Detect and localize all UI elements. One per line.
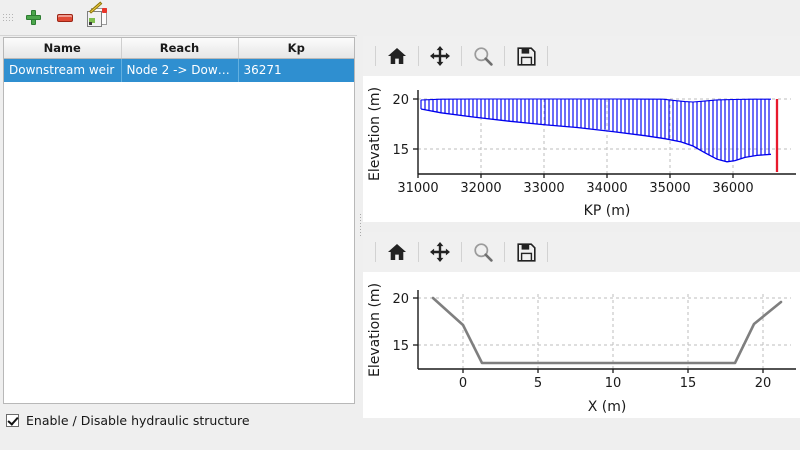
zoom-button[interactable]	[466, 41, 500, 71]
toolbar-separator	[461, 242, 462, 262]
svg-text:15: 15	[392, 339, 409, 354]
floppy-save-icon	[516, 46, 536, 66]
structures-toolbar	[0, 0, 357, 36]
save-button[interactable]	[509, 41, 543, 71]
splitter-grip-icon	[359, 214, 361, 236]
svg-text:34000: 34000	[586, 181, 627, 196]
remove-structure-button[interactable]	[49, 3, 81, 33]
y-tick-labels: 20 15	[392, 292, 409, 354]
home-button[interactable]	[380, 237, 414, 267]
enable-structure-row[interactable]: Enable / Disable hydraulic structure	[6, 410, 346, 430]
edit-structure-button[interactable]	[81, 1, 113, 33]
svg-text:0: 0	[459, 376, 467, 391]
y-axis-label: Elevation (m)	[367, 283, 383, 377]
bank-top-line	[420, 98, 771, 103]
cross-section-bars	[420, 99, 770, 162]
cross-section-profile-line	[431, 296, 783, 365]
home-icon	[388, 244, 406, 260]
cell-kp[interactable]: 36271	[238, 58, 354, 82]
toolbar-separator	[375, 46, 376, 66]
column-header-kp[interactable]: Kp	[238, 38, 354, 59]
column-header-reach[interactable]: Reach	[121, 38, 239, 59]
table-header-row: Name Reach Kp	[4, 38, 354, 59]
x-axis-label: KP (m)	[584, 203, 631, 219]
structures-panel: Name Reach Kp Downstream weir Node 2 -> …	[0, 0, 357, 450]
move-arrows-icon	[430, 242, 450, 262]
pan-button[interactable]	[423, 41, 457, 71]
pan-button[interactable]	[423, 237, 457, 267]
panel-splitter[interactable]	[357, 0, 363, 450]
add-structure-button[interactable]	[17, 3, 49, 33]
magnifier-icon	[474, 47, 493, 66]
structures-list[interactable]: Name Reach Kp Downstream weir Node 2 -> …	[3, 37, 355, 404]
y-tick-labels: 20 15	[392, 93, 409, 158]
structures-table: Name Reach Kp Downstream weir Node 2 -> …	[4, 38, 354, 82]
toolbar-separator	[547, 242, 548, 262]
bed-level-line	[420, 108, 772, 163]
cell-name[interactable]: Downstream weir	[4, 58, 122, 82]
svg-text:15: 15	[392, 143, 409, 158]
home-icon	[388, 48, 406, 64]
toolbar-separator	[547, 46, 548, 66]
cell-reach[interactable]: Node 2 -> Down...	[121, 58, 239, 82]
x-axis-label: X (m)	[588, 399, 627, 415]
toolbar-separator	[461, 46, 462, 66]
cross-section-canvas[interactable]: 20 15 0 5 10 15 20 X (m) Elevation (m)	[363, 272, 800, 418]
toolbar-separator	[504, 46, 505, 66]
svg-text:36000: 36000	[712, 181, 753, 196]
enable-structure-label: Enable / Disable hydraulic structure	[26, 412, 250, 428]
y-axis-label: Elevation (m)	[367, 87, 383, 181]
svg-text:32000: 32000	[460, 181, 501, 196]
edit-note-icon	[87, 1, 107, 28]
plots-panel: 20 15 31000 32000 33000 34000 35000 3600…	[363, 0, 800, 450]
magnifier-icon	[474, 243, 493, 262]
cross-section-figure: 20 15 0 5 10 15 20 X (m) Elevation (m)	[363, 272, 800, 418]
axis-ticks	[413, 98, 734, 178]
axis-ticks	[413, 297, 764, 373]
zoom-button[interactable]	[466, 237, 500, 267]
longitudinal-profile-figure: 20 15 31000 32000 33000 34000 35000 3600…	[363, 76, 800, 222]
svg-text:15: 15	[680, 376, 697, 391]
column-header-name[interactable]: Name	[4, 38, 122, 59]
svg-text:20: 20	[392, 93, 409, 108]
save-button[interactable]	[509, 237, 543, 267]
move-arrows-icon	[430, 46, 450, 66]
cross-section-block: 20 15 0 5 10 15 20 X (m) Elevation (m)	[363, 232, 800, 418]
longitudinal-plot-toolbar	[363, 36, 800, 76]
toolbar-separator	[504, 242, 505, 262]
enable-structure-checkbox[interactable]	[6, 413, 19, 427]
toolbar-separator	[375, 242, 376, 262]
floppy-save-icon	[516, 242, 536, 262]
minus-icon	[57, 13, 73, 22]
svg-text:35000: 35000	[649, 181, 690, 196]
toolbar-separator	[418, 46, 419, 66]
toolbar-grip[interactable]	[3, 7, 13, 29]
grid-lines	[418, 294, 791, 369]
svg-text:10: 10	[605, 376, 622, 391]
x-tick-labels: 0 5 10 15 20	[459, 376, 771, 391]
svg-text:5: 5	[534, 376, 542, 391]
longitudinal-profile-canvas[interactable]: 20 15 31000 32000 33000 34000 35000 3600…	[363, 76, 800, 222]
svg-text:31000: 31000	[397, 181, 438, 196]
axis-spines	[417, 290, 796, 370]
plus-icon	[25, 10, 41, 25]
table-row[interactable]: Downstream weir Node 2 -> Down... 36271	[4, 58, 354, 82]
cross-section-plot-toolbar	[363, 232, 800, 272]
home-button[interactable]	[380, 41, 414, 71]
svg-text:20: 20	[755, 376, 772, 391]
longitudinal-profile-block: 20 15 31000 32000 33000 34000 35000 3600…	[363, 36, 800, 222]
svg-text:33000: 33000	[523, 181, 564, 196]
toolbar-separator	[418, 242, 419, 262]
x-tick-labels: 31000 32000 33000 34000 35000 36000	[397, 181, 753, 196]
svg-text:20: 20	[392, 292, 409, 307]
